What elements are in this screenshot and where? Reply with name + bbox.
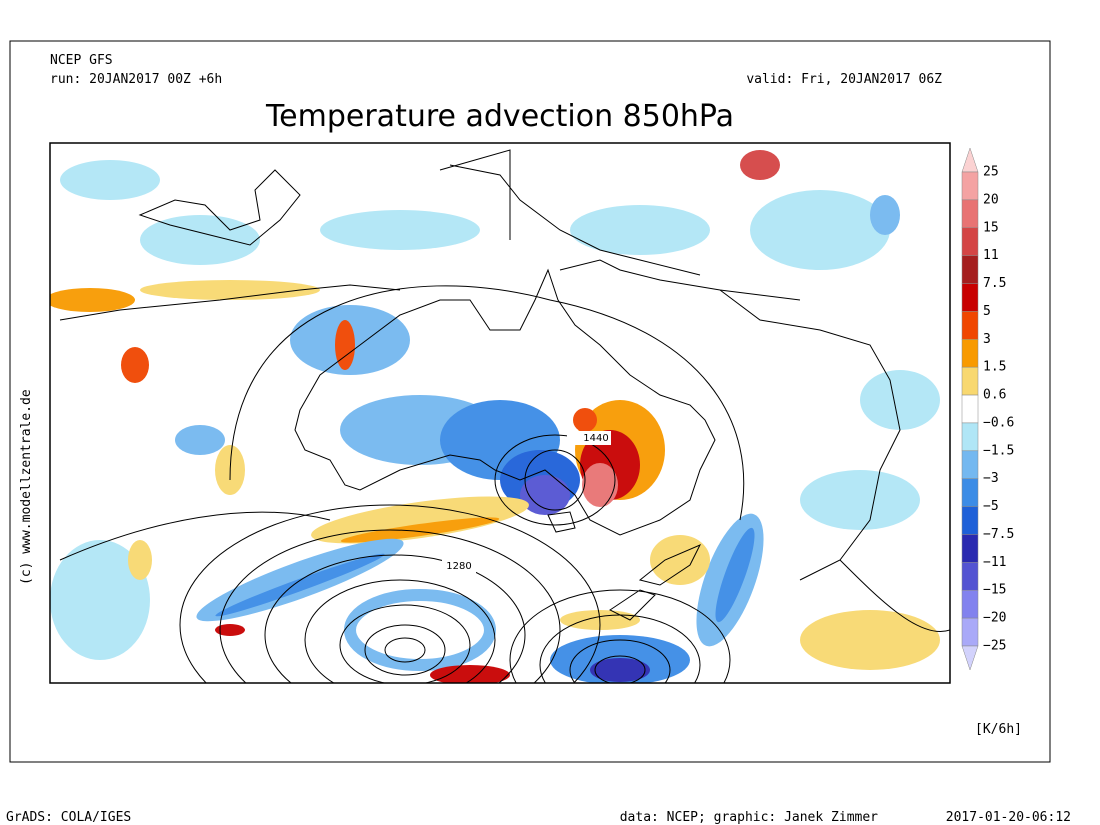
map: 1440 1280 [50,143,950,683]
colorbar-band [961,450,979,479]
contour-label: 1280 [446,561,471,572]
colorbar-band [961,534,979,563]
colorbar-label: −20 [983,611,1006,626]
map-border [49,142,951,684]
colorbar-band [961,171,979,201]
colorbar-band [961,562,979,591]
colorbar-label: −3 [983,471,999,486]
colorbar-band [961,394,979,424]
colorbar-band [961,589,979,619]
colorbar-label: 15 [983,220,999,235]
colorbar-label: 1.5 [983,360,1006,375]
colorbar-label: −15 [983,583,1006,598]
colorbar-label: 20 [983,192,999,207]
colorbar-label: 11 [983,248,999,263]
colorbar-band [961,255,979,284]
contour-label: 1440 [583,433,608,444]
colorbar-band [961,478,979,507]
colorbar-band [961,311,979,340]
colorbar-band [961,199,979,229]
colorbar-band [961,506,979,535]
title: Temperature advection 850hPa [265,99,734,134]
colorbar-band [961,617,979,647]
colorbar-label: −25 [983,639,1006,654]
colorbar-band [961,227,979,256]
colorbar-band [961,339,979,368]
colorbar-label: −5 [983,499,999,514]
colorbar-label: −7.5 [983,527,1014,542]
colorbar: 25 20 15 11 7.5 5 3 1.5 0.6 −0.6 −1.5 −3 −5 −7.5 −11 −1… [961,147,1014,671]
colorbar-label: −1.5 [983,443,1014,458]
footer-timestamp: 2017-01-20-06:12 [946,810,1071,825]
colorbar-label: 25 [983,165,999,180]
run-label: run: 20JAN2017 00Z +6h [50,72,222,87]
valid-label: valid: Fri, 20JAN2017 06Z [746,72,942,87]
colorbar-label: −0.6 [983,415,1014,430]
footer-credits: data: NCEP; graphic: Janek Zimmer [620,810,878,825]
units-label: [K/6h] [975,722,1022,737]
colorbar-label: 7.5 [983,276,1006,291]
colorbar-label: −11 [983,555,1006,570]
colorbar-label: 0.6 [983,388,1006,403]
footer-software: GrADS: COLA/IGES [6,810,131,825]
colorbar-band [961,283,979,312]
colorbar-end [961,645,979,671]
copyright: (c) www.modellzentrale.de [19,389,34,585]
colorbar-band [961,422,979,452]
colorbar-label: 3 [983,332,991,347]
model-label: NCEP GFS [50,53,113,68]
colorbar-band [961,366,979,396]
contour-label-box [442,559,476,573]
contour-label-box [567,431,611,445]
colorbar-label: 5 [983,304,991,319]
